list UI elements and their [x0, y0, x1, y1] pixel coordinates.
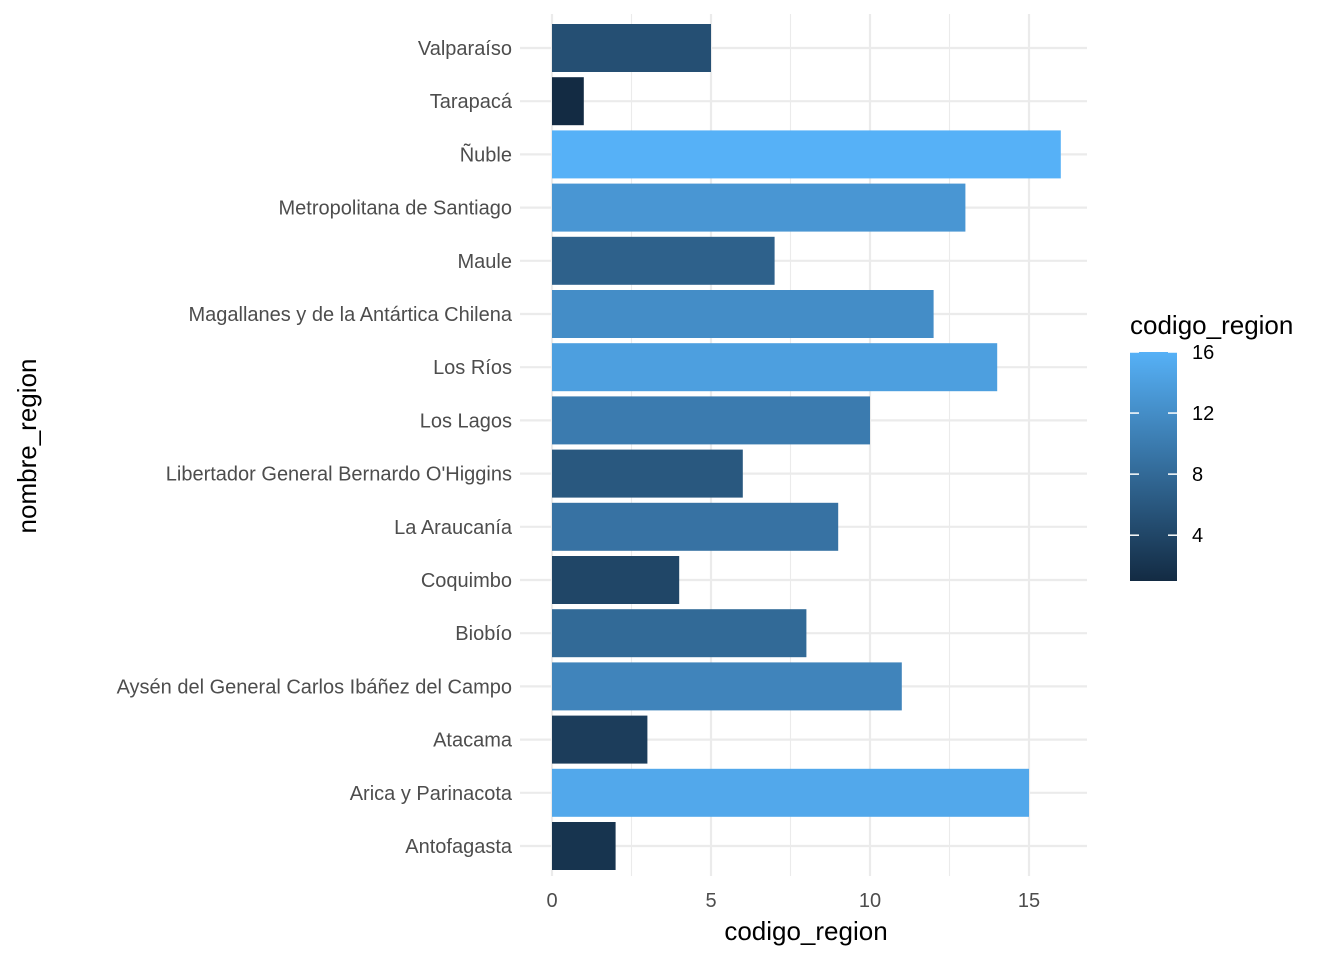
bar: [552, 556, 680, 604]
category-label: Metropolitana de Santiago: [279, 198, 513, 220]
bar: [552, 662, 902, 711]
bar: [552, 609, 807, 658]
bar: [552, 77, 584, 126]
bar: [552, 24, 711, 72]
color-legend: codigo_region 4 8 12 16: [1130, 310, 1293, 581]
category-label: Los Lagos: [420, 410, 512, 432]
bar: [552, 502, 839, 551]
category-labels: Antofagasta Arica y Parinacota Atacama Aysé…: [117, 38, 513, 858]
legend-tick-label: 8: [1192, 464, 1203, 486]
bar: [552, 768, 1029, 817]
category-label: Biobío: [455, 623, 512, 645]
category-label: La Araucanía: [394, 517, 513, 539]
category-label: Valparaíso: [418, 38, 512, 60]
x-tick-label: 5: [705, 890, 716, 912]
category-label: Los Ríos: [433, 357, 512, 379]
category-label: Magallanes y de la Antártica Chilena: [188, 304, 512, 326]
legend-ticks: 4 8 12 16: [1130, 342, 1214, 547]
bar: [552, 130, 1061, 179]
category-label: Ñuble: [460, 142, 512, 166]
category-label: Libertador General Bernardo O'Higgins: [166, 464, 512, 486]
category-label: Tarapacá: [430, 91, 513, 113]
y-axis-title: nombre_region: [12, 359, 42, 534]
legend-tick-label: 12: [1192, 403, 1214, 425]
x-axis-title: codigo_region: [724, 916, 887, 946]
bar: [552, 396, 870, 445]
bar: [552, 449, 743, 498]
category-label: Aysén del General Carlos Ibáñez del Camp…: [117, 676, 512, 698]
bar: [552, 236, 775, 285]
bar: [552, 715, 648, 764]
bars: [552, 24, 1061, 870]
bar: [552, 290, 934, 338]
x-tick-label: 15: [1018, 890, 1040, 912]
legend-title: codigo_region: [1130, 310, 1293, 340]
x-tick-labels: 0 5 10 15: [546, 890, 1040, 912]
bar: [552, 183, 966, 232]
bar: [552, 822, 616, 870]
legend-colorbar: [1130, 352, 1177, 581]
x-tick-label: 0: [546, 890, 557, 912]
bar: [552, 343, 998, 392]
x-tick-label: 10: [859, 890, 881, 912]
category-label: Maule: [458, 251, 512, 273]
legend-tick-label: 4: [1192, 525, 1203, 547]
legend-tick-label: 16: [1192, 342, 1214, 364]
category-label: Coquimbo: [421, 570, 512, 592]
category-label: Atacama: [433, 730, 513, 752]
category-label: Arica y Parinacota: [350, 783, 513, 805]
category-label: Antofagasta: [405, 836, 513, 858]
